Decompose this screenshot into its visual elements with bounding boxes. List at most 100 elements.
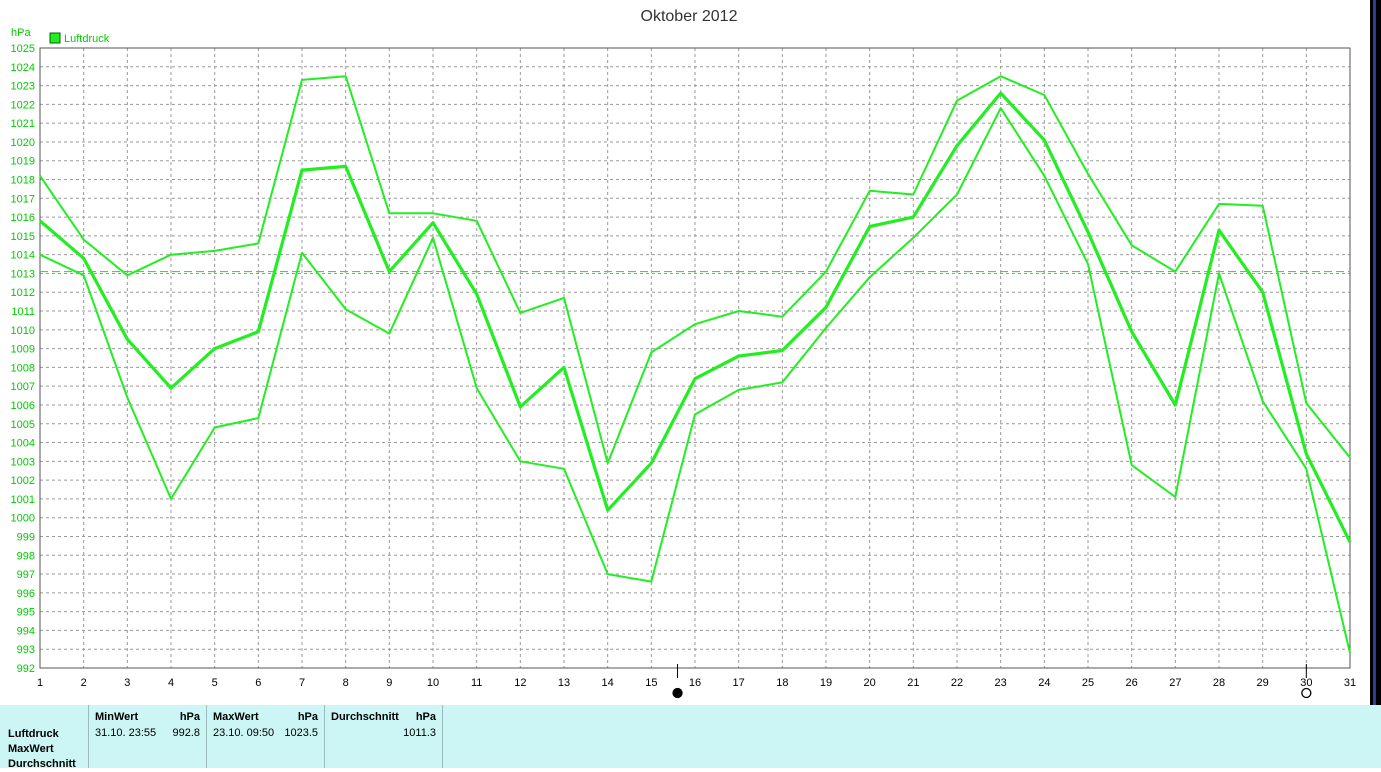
x-tick-label: 9 <box>386 677 392 689</box>
max-value: 1023.5 <box>284 727 318 739</box>
y-tick-label: 1020 <box>11 137 35 149</box>
row-label-luftdruck: Luftdruck <box>8 728 59 740</box>
x-tick-label: 30 <box>1300 677 1312 689</box>
moon-markers <box>672 664 1312 699</box>
x-tick-label: 3 <box>124 677 130 689</box>
avg-unit: hPa <box>415 711 436 723</box>
y-tick-label: 1018 <box>11 175 35 187</box>
x-tick-label: 28 <box>1213 677 1225 689</box>
row-label-maxwert: MaxWert <box>8 743 54 755</box>
pressure-chart: Oktober 2012 hPa Luftdruck 9929939949959… <box>11 8 1356 699</box>
stat-col-avg: Durchschnitt hPa 1011.3 <box>324 705 443 768</box>
stat-col-max: MaxWert hPa 23.10. 09:50 1023.5 <box>206 705 324 768</box>
y-tick-label: 1000 <box>11 513 35 525</box>
x-tick-label: 22 <box>951 677 963 689</box>
x-tick-label: 26 <box>1126 677 1138 689</box>
y-tick-label: 1025 <box>11 43 35 55</box>
x-tick-label: 23 <box>995 677 1007 689</box>
x-axis-tick-labels: 1 2 3 4 5 6 7 8 9 10 11 12 13 14 15 16 17 18 19 20 21 22 23 24 2… <box>37 677 1356 689</box>
legend-label: Luftdruck <box>64 33 110 45</box>
y-tick-label: 1001 <box>11 494 35 506</box>
plot-frame <box>39 47 1351 669</box>
y-axis-tick-labels: 992 993 994 995 996 997 998 999 1000 1001 1002 1003… <box>11 43 35 675</box>
y-tick-label: 1012 <box>11 287 35 299</box>
x-tick-label: 31 <box>1344 677 1356 689</box>
row-label-durchschnitt: Durchschnitt <box>8 758 76 770</box>
y-tick-label: 1019 <box>11 156 35 168</box>
y-tick-label: 999 <box>17 531 35 543</box>
row-labels: Luftdruck MaxWert Durchschnitt <box>8 727 76 772</box>
x-tick-label: 4 <box>168 677 174 689</box>
min-header: MinWert <box>95 711 139 723</box>
x-tick-label: 5 <box>212 677 218 689</box>
avg-value: 1011.3 <box>403 727 436 739</box>
x-tick-label: 12 <box>514 677 526 689</box>
y-tick-label: 1023 <box>11 81 35 93</box>
y-tick-label: 996 <box>17 588 35 600</box>
chart-title: Oktober 2012 <box>641 8 738 25</box>
x-tick-label: 7 <box>299 677 305 689</box>
y-tick-label: 1014 <box>11 250 35 262</box>
y-tick-label: 1008 <box>11 362 35 374</box>
series-lines <box>38 75 1352 654</box>
min-datetime: 31.10. 23:55 <box>95 727 157 739</box>
min-value: 992.8 <box>172 727 200 739</box>
max-header: MaxWert <box>213 711 259 723</box>
y-axis-unit: hPa <box>11 27 31 39</box>
x-tick-label: 6 <box>255 677 261 689</box>
y-tick-label: 1007 <box>11 381 35 393</box>
max-datetime: 23.10. 09:50 <box>213 727 275 739</box>
x-tick-label: 11 <box>471 677 482 689</box>
x-tick-label: 14 <box>602 677 614 689</box>
x-tick-label: 21 <box>907 677 919 689</box>
x-tick-label: 29 <box>1257 677 1269 689</box>
x-tick-label: 2 <box>81 677 87 689</box>
y-tick-label: 995 <box>17 607 35 619</box>
x-tick-label: 20 <box>864 677 876 689</box>
x-tick-label: 13 <box>558 677 570 689</box>
y-tick-label: 993 <box>17 644 35 656</box>
y-tick-label: 1010 <box>11 325 35 337</box>
y-tick-label: 994 <box>17 625 35 637</box>
grid <box>39 47 1351 669</box>
y-tick-label: 1009 <box>11 344 35 356</box>
x-tick-label: 8 <box>343 677 349 689</box>
min-unit: hPa <box>179 711 200 723</box>
x-tick-label: 10 <box>427 677 439 689</box>
y-tick-label: 1024 <box>11 62 35 74</box>
x-tick-label: 27 <box>1169 677 1181 689</box>
y-tick-label: 997 <box>17 569 35 581</box>
y-tick-label: 1006 <box>11 400 35 412</box>
series-line-max <box>39 75 1351 465</box>
y-tick-label: 1015 <box>11 231 35 243</box>
y-tick-label: 1021 <box>11 118 35 130</box>
avg-header: Durchschnitt <box>331 711 399 723</box>
series-line-mean <box>38 91 1352 543</box>
x-tick-label: 16 <box>689 677 701 689</box>
y-tick-label: 1022 <box>11 99 35 111</box>
full-moon-icon <box>672 687 683 699</box>
y-tick-label: 1017 <box>11 193 35 205</box>
x-tick-label: 18 <box>776 677 788 689</box>
legend: Luftdruck <box>49 32 110 45</box>
x-tick-label: 1 <box>37 677 43 689</box>
y-tick-label: 1002 <box>11 475 35 487</box>
stat-col-min: MinWert hPa 31.10. 23:55 992.8 <box>88 705 206 768</box>
y-tick-label: 1003 <box>11 456 35 468</box>
series-line-min <box>39 107 1351 654</box>
new-moon-icon <box>1301 687 1312 699</box>
x-tick-label: 15 <box>645 677 657 689</box>
y-tick-label: 992 <box>17 663 35 675</box>
legend-swatch <box>49 32 61 44</box>
y-tick-label: 1011 <box>11 306 35 318</box>
x-tick-label: 24 <box>1038 677 1050 689</box>
x-tick-label: 19 <box>820 677 832 689</box>
y-tick-label: 998 <box>17 550 35 562</box>
stats-panel: Luftdruck MaxWert Durchschnitt MinWert h… <box>0 705 1381 770</box>
y-tick-label: 1004 <box>11 438 35 450</box>
x-tick-label: 25 <box>1082 677 1094 689</box>
y-tick-label: 1013 <box>11 268 35 280</box>
x-tick-label: 17 <box>733 677 745 689</box>
window-edge-stripe <box>1373 0 1376 705</box>
y-tick-label: 1016 <box>11 212 35 224</box>
